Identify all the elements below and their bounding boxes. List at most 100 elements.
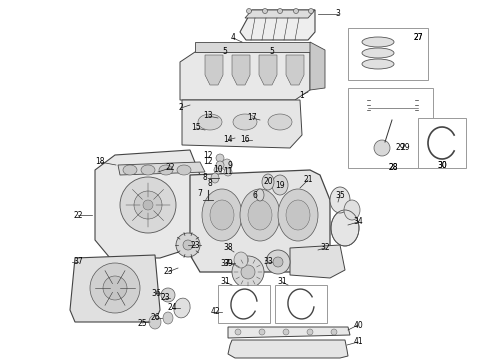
- Ellipse shape: [177, 165, 191, 175]
- Text: 30: 30: [437, 161, 447, 170]
- Ellipse shape: [235, 329, 241, 335]
- Text: 31: 31: [220, 278, 230, 287]
- Ellipse shape: [149, 315, 161, 329]
- Text: 27: 27: [413, 33, 423, 42]
- Text: 19: 19: [275, 180, 285, 189]
- Text: 22: 22: [165, 163, 175, 172]
- Ellipse shape: [248, 200, 272, 230]
- Polygon shape: [205, 55, 223, 85]
- Bar: [275, 285, 327, 323]
- Text: 23: 23: [160, 293, 170, 302]
- Polygon shape: [232, 55, 250, 85]
- Ellipse shape: [374, 140, 390, 156]
- Ellipse shape: [174, 298, 190, 318]
- Ellipse shape: [263, 9, 268, 13]
- Ellipse shape: [362, 59, 394, 69]
- Text: 28: 28: [388, 163, 398, 172]
- Text: 1: 1: [299, 90, 304, 99]
- Ellipse shape: [211, 173, 219, 183]
- Ellipse shape: [330, 187, 350, 213]
- Text: 10: 10: [213, 166, 223, 175]
- Ellipse shape: [176, 233, 200, 257]
- Polygon shape: [240, 10, 315, 40]
- Ellipse shape: [216, 154, 224, 162]
- Ellipse shape: [123, 165, 137, 175]
- Ellipse shape: [309, 9, 314, 13]
- Ellipse shape: [183, 240, 193, 250]
- Text: 20: 20: [263, 177, 273, 186]
- Bar: [218, 285, 270, 323]
- Polygon shape: [228, 327, 350, 338]
- Ellipse shape: [90, 263, 140, 313]
- Ellipse shape: [232, 256, 264, 288]
- Ellipse shape: [241, 265, 255, 279]
- Text: 32: 32: [320, 243, 330, 252]
- Polygon shape: [310, 42, 325, 90]
- Text: 37: 37: [73, 257, 83, 266]
- Text: 24: 24: [167, 303, 177, 312]
- Text: 36: 36: [151, 288, 161, 297]
- Text: 12: 12: [203, 158, 213, 166]
- Ellipse shape: [331, 329, 337, 335]
- Ellipse shape: [202, 189, 242, 241]
- Text: 11: 11: [223, 167, 233, 176]
- Ellipse shape: [198, 114, 222, 130]
- Text: 9: 9: [227, 161, 232, 170]
- Ellipse shape: [268, 114, 292, 130]
- Bar: [348, 28, 428, 80]
- Text: 28: 28: [388, 163, 398, 172]
- Ellipse shape: [331, 210, 359, 246]
- Polygon shape: [228, 340, 348, 358]
- Text: 33: 33: [263, 257, 273, 266]
- Text: 25: 25: [137, 319, 147, 328]
- Text: 13: 13: [203, 112, 213, 121]
- Ellipse shape: [277, 9, 283, 13]
- Polygon shape: [190, 170, 330, 272]
- Ellipse shape: [362, 48, 394, 58]
- Text: 31: 31: [277, 278, 287, 287]
- Text: 16: 16: [240, 135, 250, 144]
- Polygon shape: [118, 162, 205, 175]
- Polygon shape: [286, 55, 304, 85]
- Text: 18: 18: [95, 158, 105, 166]
- Text: 2: 2: [179, 104, 183, 112]
- Text: 37: 37: [220, 258, 230, 267]
- Polygon shape: [367, 95, 418, 120]
- Ellipse shape: [222, 159, 232, 171]
- Bar: [348, 88, 433, 168]
- Text: 34: 34: [353, 217, 363, 226]
- Text: 14: 14: [223, 135, 233, 144]
- Ellipse shape: [233, 114, 257, 130]
- Text: 29: 29: [395, 144, 405, 153]
- Text: 5: 5: [270, 48, 274, 57]
- Text: 26: 26: [150, 314, 160, 323]
- Text: 15: 15: [191, 123, 201, 132]
- Polygon shape: [228, 308, 265, 322]
- Text: 39: 39: [223, 258, 233, 267]
- Text: 4: 4: [231, 33, 235, 42]
- Text: 42: 42: [210, 307, 220, 316]
- Polygon shape: [180, 52, 310, 100]
- Text: 29: 29: [400, 144, 410, 153]
- Ellipse shape: [224, 168, 232, 176]
- Polygon shape: [70, 255, 160, 322]
- Bar: [232, 250, 250, 270]
- Ellipse shape: [283, 329, 289, 335]
- Ellipse shape: [256, 189, 264, 201]
- Text: 7: 7: [197, 189, 202, 198]
- Ellipse shape: [272, 175, 288, 195]
- Text: 17: 17: [247, 113, 257, 122]
- Ellipse shape: [286, 200, 310, 230]
- Ellipse shape: [216, 161, 224, 169]
- Ellipse shape: [259, 329, 265, 335]
- Ellipse shape: [262, 174, 274, 190]
- Ellipse shape: [103, 276, 127, 300]
- Text: 6: 6: [252, 190, 257, 199]
- Ellipse shape: [240, 189, 280, 241]
- Text: 23: 23: [190, 240, 200, 249]
- Ellipse shape: [214, 166, 222, 174]
- Text: 22: 22: [73, 211, 83, 220]
- Ellipse shape: [120, 177, 176, 233]
- Text: 5: 5: [222, 48, 227, 57]
- Text: 27: 27: [413, 33, 423, 42]
